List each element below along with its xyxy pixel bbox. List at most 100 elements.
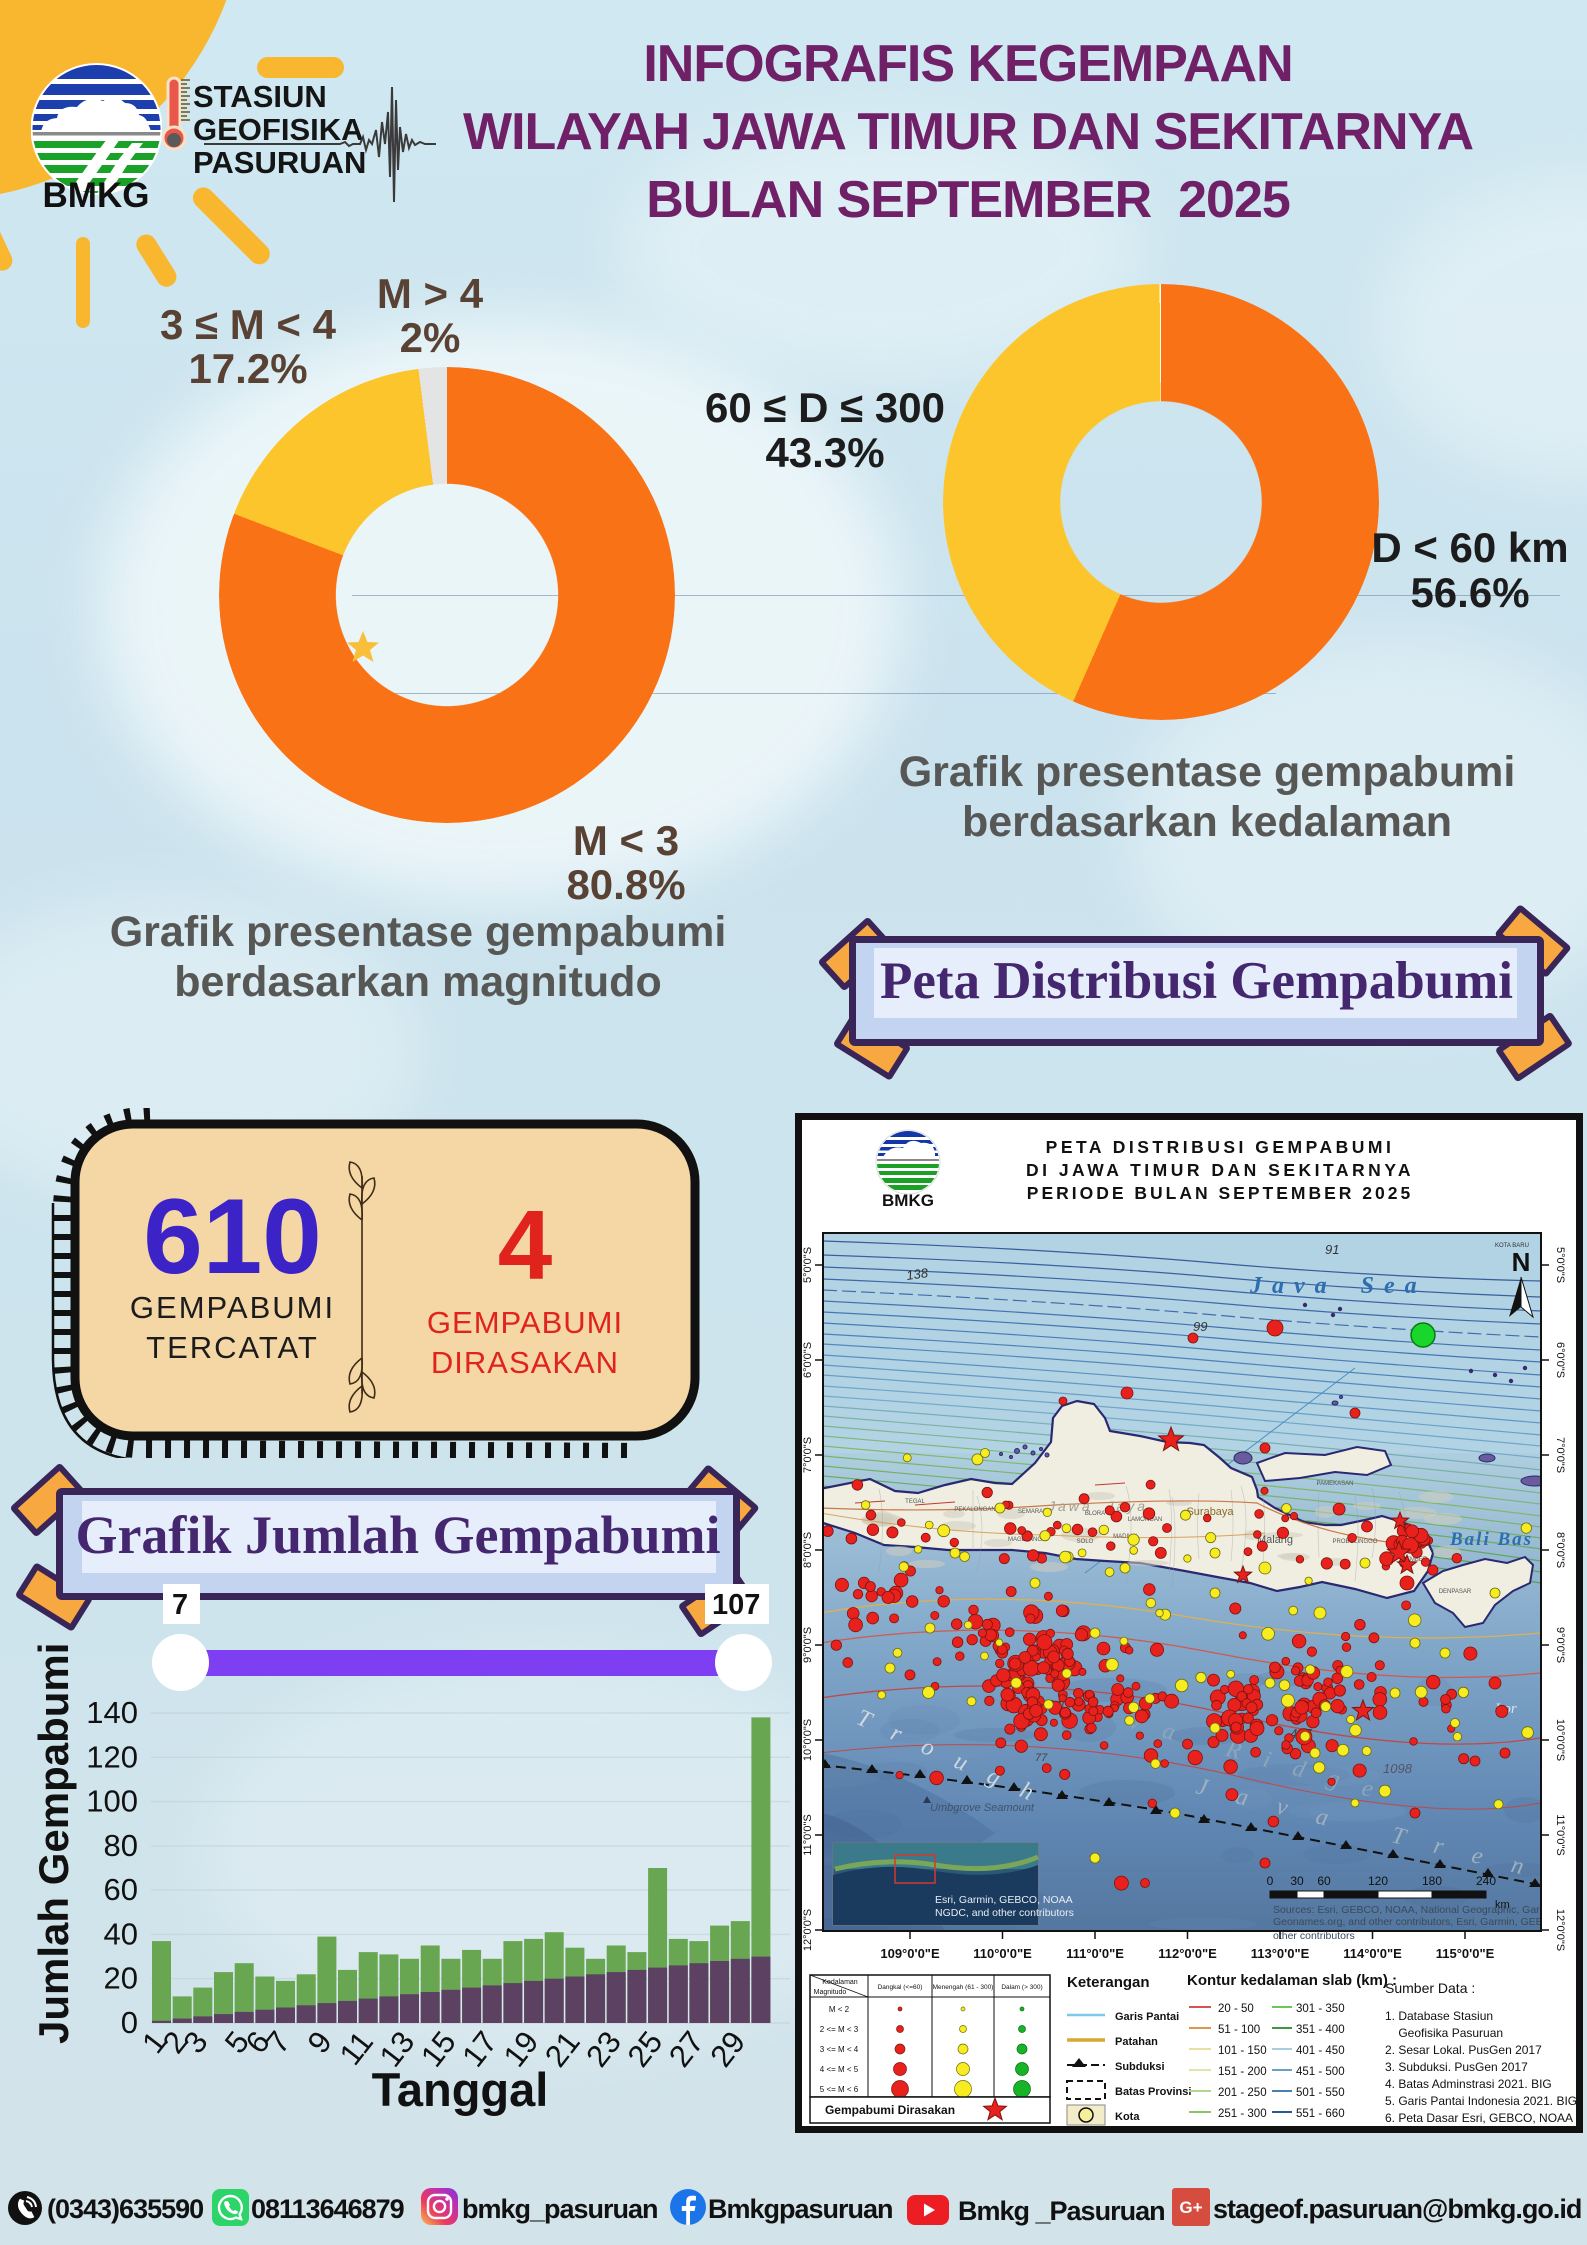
svg-text:M < 2: M < 2	[829, 2005, 850, 2014]
svg-text:551 - 660: 551 - 660	[1296, 2108, 1345, 2120]
svg-text:100: 100	[86, 1784, 138, 1819]
svg-text:Gempabumi Dirasakan: Gempabumi Dirasakan	[825, 2103, 955, 2117]
svg-text:BMKG: BMKG	[43, 176, 150, 211]
svg-text:SOLO: SOLO	[1077, 1539, 1094, 1545]
svg-text:110°0'0"E: 110°0'0"E	[973, 1946, 1032, 1961]
svg-text:10°0'0"S: 10°0'0"S	[1554, 1719, 1566, 1761]
svg-text:Magnitudo: Magnitudo	[814, 1989, 847, 1996]
svg-text:JEMBER: JEMBER	[1403, 1557, 1428, 1563]
svg-text:115°0'0"E: 115°0'0"E	[1436, 1946, 1495, 1961]
svg-text:1098: 1098	[1383, 1761, 1413, 1776]
svg-text:6. Peta Dasar Esri, GEBCO, NOA: 6. Peta Dasar Esri, GEBCO, NOAA	[1385, 2111, 1573, 2125]
svg-text:Batas Provinsi: Batas Provinsi	[1115, 2086, 1191, 2098]
svg-text:1. Database Stasiun: 1. Database Stasiun	[1385, 2009, 1493, 2023]
svg-text:111°0'0"E: 111°0'0"E	[1066, 1946, 1124, 1961]
svg-text:0: 0	[121, 2005, 138, 2040]
svg-text:Kedalaman: Kedalaman	[822, 1979, 858, 1986]
svg-text:7°0'0"S: 7°0'0"S	[1554, 1437, 1566, 1473]
svg-text:9: 9	[301, 2025, 339, 2060]
svg-text:BLORA: BLORA	[1085, 1511, 1105, 1517]
svg-text:Umbgrove Seamount: Umbgrove Seamount	[930, 1802, 1035, 1814]
svg-text:251 - 300: 251 - 300	[1218, 2108, 1267, 2120]
svg-text:TEGAL: TEGAL	[905, 1499, 925, 1505]
svg-text:MADIUN: MADIUN	[1113, 1534, 1137, 1540]
svg-text:140: 140	[86, 1695, 138, 1730]
svg-text:Menengah (61 - 300): Menengah (61 - 300)	[933, 1984, 994, 1991]
svg-text:5°0'0"S: 5°0'0"S	[802, 1247, 814, 1283]
svg-text:Keterangan: Keterangan	[1067, 1974, 1150, 1991]
svg-text:4 <= M < 5: 4 <= M < 5	[820, 2065, 859, 2074]
svg-text:451 - 500: 451 - 500	[1296, 2066, 1345, 2078]
svg-text:Esri, Garmin, GEBCO, NOAA: Esri, Garmin, GEBCO, NOAA	[935, 1894, 1073, 1906]
svg-text:180: 180	[1422, 1874, 1442, 1888]
svg-text:3 <= M < 4: 3 <= M < 4	[820, 2045, 859, 2054]
svg-text:12°0'0"S: 12°0'0"S	[1554, 1909, 1566, 1951]
svg-text:Sources: Esri, GEBCO, NOAA, Na: Sources: Esri, GEBCO, NOAA, National Geo…	[1273, 1904, 1583, 1916]
svg-text:120: 120	[86, 1739, 138, 1774]
svg-text:J a v a S e a: J a v a S e a	[1249, 1273, 1419, 1299]
svg-text:12°0'0"S: 12°0'0"S	[802, 1909, 814, 1951]
svg-text:2. Sesar Lokal. PusGen 2017: 2. Sesar Lokal. PusGen 2017	[1385, 2043, 1542, 2057]
svg-text:Surabaya: Surabaya	[1186, 1506, 1234, 1518]
svg-text:LAMONGAN: LAMONGAN	[1128, 1517, 1162, 1523]
svg-text:109°0'0"E: 109°0'0"E	[880, 1946, 940, 1961]
svg-text:11°0'0"S: 11°0'0"S	[802, 1814, 814, 1855]
svg-text:Sumber Data :: Sumber Data :	[1385, 1980, 1475, 1996]
svg-text:77: 77	[1035, 1752, 1048, 1764]
svg-text:2 <= M < 3: 2 <= M < 3	[820, 2025, 859, 2034]
svg-text:4. Batas Adminstrasi 2021. BIG: 4. Batas Adminstrasi 2021. BIG	[1385, 2077, 1552, 2091]
svg-text:8°0'0"S: 8°0'0"S	[1554, 1532, 1566, 1568]
svg-text:DI JAWA TIMUR DAN SEKITARNYA: DI JAWA TIMUR DAN SEKITARNYA	[1026, 1160, 1414, 1180]
svg-text:99: 99	[1193, 1319, 1207, 1334]
svg-text:Garis Pantai: Garis Pantai	[1115, 2011, 1179, 2023]
svg-text:401 - 450: 401 - 450	[1296, 2045, 1345, 2057]
svg-text:SEMARANG: SEMARANG	[1018, 1509, 1053, 1515]
svg-text:138: 138	[905, 1265, 929, 1283]
svg-text:Kontur kedalaman slab (km) :: Kontur kedalaman slab (km) :	[1187, 1972, 1397, 1989]
svg-text:Dangkal (<=60): Dangkal (<=60)	[878, 1984, 923, 1991]
svg-text:40: 40	[104, 1916, 138, 1951]
svg-text:151 - 200: 151 - 200	[1218, 2066, 1267, 2078]
svg-text:6°0'0"S: 6°0'0"S	[802, 1342, 814, 1378]
svg-text:11°0'0"S: 11°0'0"S	[1554, 1814, 1566, 1855]
svg-text:PROBOLINGGO: PROBOLINGGO	[1332, 1539, 1377, 1545]
svg-text:20: 20	[104, 1961, 138, 1996]
svg-text:240: 240	[1476, 1874, 1496, 1888]
svg-text:51 - 100: 51 - 100	[1218, 2024, 1260, 2036]
svg-text:501 - 550: 501 - 550	[1296, 2087, 1345, 2099]
svg-text:29: 29	[703, 2025, 752, 2074]
svg-text:DENPASAR: DENPASAR	[1439, 1589, 1472, 1595]
svg-text:NGDC, and other contributors: NGDC, and other contributors	[935, 1907, 1074, 1919]
svg-text:120: 120	[1368, 1874, 1388, 1888]
svg-text:km: km	[1495, 1899, 1510, 1911]
svg-text:Jawa Jaya: Jawa Jaya	[1047, 1498, 1148, 1514]
svg-text:60: 60	[1317, 1874, 1331, 1888]
svg-text:8°0'0"S: 8°0'0"S	[802, 1532, 814, 1568]
svg-text:101 - 150: 101 - 150	[1218, 2045, 1267, 2057]
svg-text:27: 27	[662, 2025, 711, 2074]
svg-text:Dalam (> 300): Dalam (> 300)	[1001, 1984, 1042, 1991]
svg-text:PETA DISTRIBUSI GEMPABUMI: PETA DISTRIBUSI GEMPABUMI	[1046, 1137, 1395, 1157]
svg-text:7°0'0"S: 7°0'0"S	[802, 1437, 814, 1473]
svg-text:PERIODE BULAN SEPTEMBER 2025: PERIODE BULAN SEPTEMBER 2025	[1027, 1183, 1413, 1203]
svg-text:9°0'0"S: 9°0'0"S	[1554, 1627, 1566, 1663]
svg-text:80: 80	[104, 1828, 138, 1863]
svg-text:6°0'0"S: 6°0'0"S	[1554, 1342, 1566, 1378]
svg-text:Geofisika Pasuruan: Geofisika Pasuruan	[1385, 2026, 1503, 2040]
svg-text:5 <= M < 6: 5 <= M < 6	[820, 2085, 859, 2094]
svg-text:Subduksi: Subduksi	[1115, 2061, 1165, 2073]
svg-text:BMKG: BMKG	[882, 1191, 934, 1210]
svg-text:G+: G+	[1179, 2198, 1202, 2217]
svg-text:10°0'0"S: 10°0'0"S	[802, 1719, 814, 1761]
svg-text:5°0'0"S: 5°0'0"S	[1554, 1247, 1566, 1283]
svg-text:0: 0	[1267, 1874, 1274, 1888]
svg-text:Kota: Kota	[1115, 2111, 1140, 2123]
svg-text:30: 30	[1290, 1874, 1304, 1888]
svg-text:201 - 250: 201 - 250	[1218, 2087, 1267, 2099]
svg-text:Patahan: Patahan	[1115, 2036, 1158, 2048]
svg-text:PEKALONGAN: PEKALONGAN	[954, 1507, 995, 1513]
svg-text:351 - 400: 351 - 400	[1296, 2024, 1345, 2036]
svg-text:Geonames.org, and other contri: Geonames.org, and other contributors, Es…	[1273, 1916, 1583, 1928]
svg-text:113°0'0"E: 113°0'0"E	[1251, 1946, 1310, 1961]
svg-text:5. Garis Pantai Indonesia 2021: 5. Garis Pantai Indonesia 2021. BIG	[1385, 2094, 1577, 2108]
